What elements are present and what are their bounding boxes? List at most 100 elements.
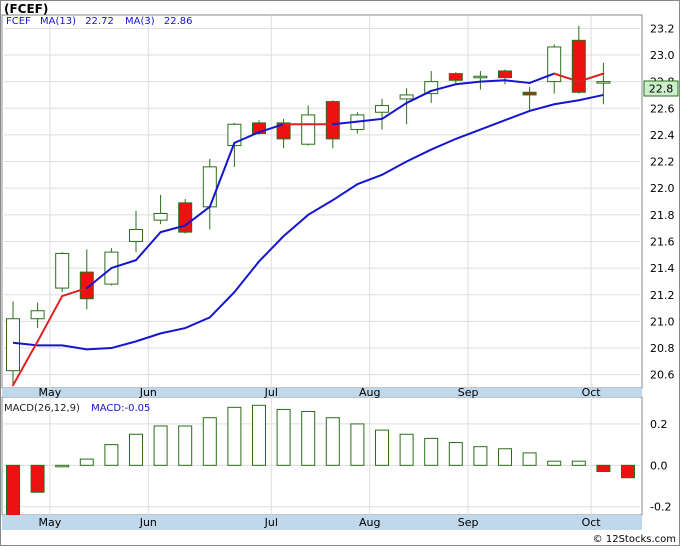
legend-ma3-value: 22.86 — [164, 16, 193, 27]
ma3-line — [12, 93, 604, 351]
candle-body-up — [153, 212, 168, 221]
macd-bar-positive — [399, 433, 414, 466]
macd-layer — [6, 404, 635, 520]
ma13-line-segment — [159, 224, 187, 234]
candle-body-down — [571, 39, 586, 93]
ma-layer — [12, 72, 605, 387]
macd-bar-positive — [375, 429, 389, 466]
macd-bar-positive — [153, 425, 168, 466]
price-x-tick-label: Aug — [359, 386, 380, 399]
candle-body-down — [448, 73, 463, 81]
macd-x-tick-label: Oct — [582, 516, 602, 529]
candle-body-up — [6, 318, 20, 372]
price-y-tick-label: 21.0 — [650, 315, 675, 328]
macd-bar-positive — [325, 417, 340, 466]
candle-body-up — [375, 105, 389, 113]
macd-bar-positive — [129, 433, 143, 466]
ma13-line-segment — [454, 80, 482, 86]
price-x-axis-band — [2, 388, 642, 397]
price-y-tick-label: 22.2 — [650, 156, 675, 169]
macd-bar-positive — [79, 458, 94, 466]
watermark: © 12Stocks.com — [593, 534, 676, 545]
ma13-line-segment — [356, 117, 383, 123]
candle-body-down — [79, 271, 94, 300]
macd-bar-positive — [473, 446, 488, 466]
ma13-line-segment — [553, 72, 580, 83]
macd-bar-positive — [252, 404, 266, 466]
candle-body-up — [30, 310, 45, 320]
price-y-tick-label: 20.6 — [650, 369, 675, 382]
legend-macd-value: MACD:-0.05 — [91, 403, 150, 414]
macd-bar-negative — [30, 464, 45, 493]
ma13-line-segment — [85, 267, 113, 290]
macd-bar-positive — [571, 460, 586, 466]
ma13-line-segment — [381, 101, 408, 120]
ma13-line-segment — [430, 83, 457, 92]
candle-body-up — [129, 228, 143, 242]
ma13-line-segment — [405, 89, 433, 104]
macd-bar-positive — [350, 423, 365, 466]
macd-bar-negative — [6, 464, 20, 520]
legend-ma3-label: MA(3) — [125, 16, 155, 27]
ma13-line-segment — [528, 72, 556, 84]
candle-body-down — [276, 122, 291, 140]
macd-bar-positive — [227, 406, 242, 466]
macd-bar-positive — [424, 437, 439, 466]
ma13-line-segment — [110, 259, 137, 270]
ma13-line-segment — [184, 205, 211, 227]
legend-macd-params: MACD(26,12,9) — [4, 403, 80, 414]
macd-bar-positive — [498, 448, 512, 466]
candle-body-up — [301, 114, 316, 145]
macd-bar-positive — [547, 460, 562, 466]
price-y-tick-label: 21.2 — [650, 289, 675, 302]
candle-body-up — [55, 252, 70, 289]
macd-bar-positive — [301, 410, 316, 466]
macd-bar-positive — [55, 464, 70, 468]
macd-bar-positive — [448, 442, 463, 466]
legend-ma13-label: MA(13) — [40, 16, 76, 27]
ma13-line-segment — [504, 79, 531, 84]
legend-ticker: FCEF — [6, 16, 31, 27]
price-x-tick-label: May — [39, 386, 62, 399]
legend-ma13-value: 22.72 — [85, 16, 114, 27]
macd-y-tick-label: -0.2 — [650, 501, 671, 514]
ma13-line-segment — [479, 79, 506, 83]
macd-x-tick-label: May — [39, 516, 62, 529]
candle-body-up — [202, 166, 217, 208]
ma13-line-segment — [208, 141, 236, 208]
macd-legend: MACD(26,12,9) MACD:-0.05 — [4, 403, 150, 414]
macd-bar-positive — [202, 417, 217, 466]
price-y-tick-label: 22.4 — [650, 129, 675, 142]
macd-bar-positive — [178, 425, 193, 466]
price-y-tick-label: 22.0 — [650, 182, 675, 195]
price-x-tick-label: Jun — [139, 386, 157, 399]
macd-x-tick-label: Jul — [264, 516, 278, 529]
macd-x-tick-label: Sep — [458, 516, 479, 529]
price-y-tick-label: 23.2 — [650, 22, 675, 35]
ma13-line-segment — [61, 287, 88, 298]
macd-y-tick-label: 0.0 — [650, 459, 668, 472]
candle-body-down — [178, 202, 193, 233]
ma13-line-segment — [12, 340, 39, 387]
candle-body-up — [399, 94, 414, 100]
candle-body-up — [424, 81, 439, 95]
macd-bar-positive — [104, 444, 119, 466]
price-legend: FCEF MA(13) 22.72 MA(3) 22.86 — [6, 16, 192, 27]
price-y-tick-label: 22.6 — [650, 102, 675, 115]
candle-body-down — [498, 70, 512, 79]
macd-bar-positive — [522, 452, 537, 466]
last-price-badge-text: 22.8 — [649, 83, 674, 96]
price-y-tick-label: 21.4 — [650, 262, 675, 275]
macd-bar-positive — [276, 408, 291, 466]
axis-layer: 20.6 20.8 21.0 21.2 21.4 21.6 21.8 22.0 22.2 22.4… — [2, 22, 675, 530]
macd-y-tick-label: 0.2 — [650, 418, 668, 431]
ma13-line-segment — [135, 231, 162, 262]
candle-body-up — [596, 81, 611, 84]
candle-body-down — [522, 91, 537, 96]
price-y-tick-label: 21.6 — [650, 235, 675, 248]
macd-x-axis-band — [2, 515, 642, 530]
ma13-line-segment — [36, 295, 64, 343]
last-price-badge-box — [643, 80, 679, 97]
